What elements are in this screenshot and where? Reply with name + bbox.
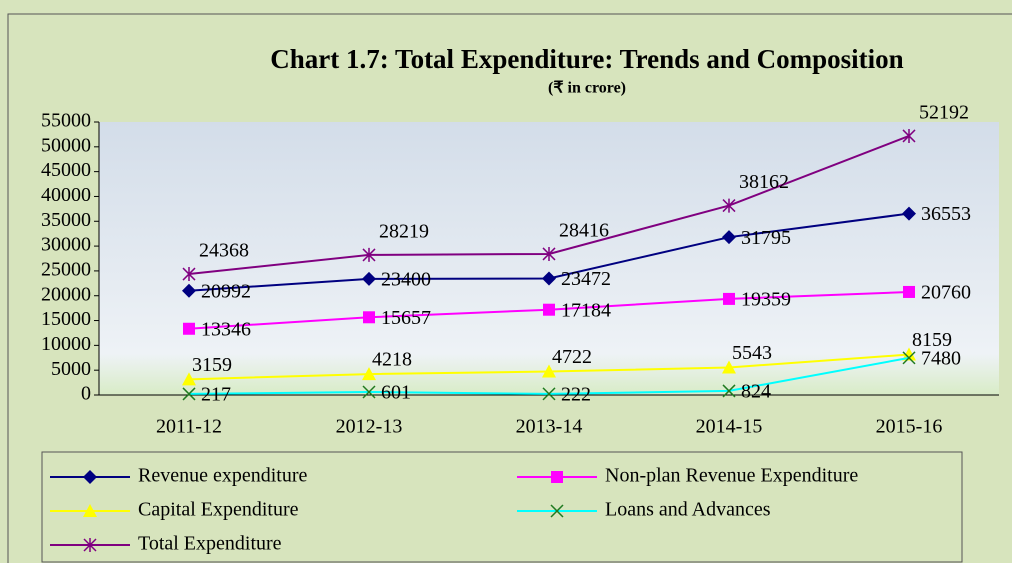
data-point: [543, 303, 555, 316]
data-label: 36553: [921, 203, 971, 225]
data-label: 4722: [552, 346, 592, 368]
data-label: 20760: [921, 282, 971, 304]
x-tick-label: 2012-13: [336, 416, 403, 438]
data-label: 5543: [732, 342, 772, 364]
data-label: 24368: [199, 240, 249, 262]
data-label: 824: [741, 381, 771, 403]
data-label: 7480: [921, 347, 961, 369]
data-point: [363, 311, 375, 324]
y-tick-label: 55000: [41, 110, 91, 132]
data-label: 217: [201, 384, 231, 406]
data-label: 20992: [201, 280, 251, 302]
chart-subtitle: (₹ in crore): [548, 80, 626, 97]
data-point: [902, 128, 916, 143]
data-label: 52192: [919, 102, 969, 124]
legend-label: Capital Expenditure: [138, 499, 299, 521]
y-tick-label: 30000: [41, 234, 91, 256]
legend-marker: [550, 504, 564, 518]
x-tick-label: 2015-16: [876, 416, 943, 438]
data-point: [542, 246, 556, 261]
data-point: [362, 247, 376, 262]
data-point: [542, 271, 556, 286]
data-label: 38162: [739, 171, 789, 193]
x-tick-label: 2014-15: [696, 416, 763, 438]
y-tick-label: 5000: [51, 358, 91, 380]
data-point: [902, 206, 916, 221]
data-label: 28416: [559, 220, 609, 242]
data-label: 23472: [561, 268, 611, 290]
y-tick-label: 10000: [41, 333, 91, 355]
legend-marker: [83, 538, 97, 552]
data-label: 13346: [201, 318, 251, 340]
y-tick-label: 20000: [41, 283, 91, 305]
frame: [7, 13, 1012, 563]
legend-marker: [83, 470, 97, 484]
data-label: 8159: [912, 329, 952, 351]
data-point: [182, 267, 196, 282]
legend-label: Revenue expenditure: [138, 465, 307, 487]
data-point: [723, 292, 735, 305]
data-label: 19359: [741, 289, 791, 311]
legend-marker: [551, 471, 563, 483]
data-point: [542, 364, 556, 378]
data-point: [722, 384, 736, 398]
data-point: [183, 322, 195, 335]
data-label: 23400: [381, 268, 431, 290]
data-point: [722, 230, 736, 245]
legend-marker: [83, 504, 97, 517]
data-point: [182, 387, 196, 401]
legend: [41, 451, 963, 563]
data-label: 222: [561, 383, 591, 405]
data-point: [902, 351, 916, 365]
data-label: 4218: [372, 349, 412, 371]
x-tick-label: 2013-14: [516, 416, 583, 438]
data-point: [362, 367, 376, 381]
x-tick-label: 2011-12: [156, 416, 222, 438]
y-tick-label: 45000: [41, 159, 91, 181]
legend-label: Loans and Advances: [605, 499, 771, 521]
data-label: 28219: [379, 221, 429, 243]
data-point: [362, 385, 376, 399]
y-tick-label: 15000: [41, 308, 91, 330]
y-tick-label: 0: [81, 383, 91, 405]
data-point: [182, 283, 196, 298]
legend-label: Total Expenditure: [138, 533, 282, 555]
data-point: [902, 347, 916, 361]
data-label: 601: [381, 382, 411, 404]
y-tick-label: 50000: [41, 134, 91, 156]
data-point: [182, 372, 196, 386]
y-tick-label: 25000: [41, 259, 91, 281]
data-label: 31795: [741, 227, 791, 249]
data-point: [903, 285, 915, 298]
data-point: [722, 360, 736, 374]
y-tick-label: 40000: [41, 184, 91, 206]
data-point: [362, 271, 376, 286]
chart-title: Chart 1.7: Total Expenditure: Trends and…: [270, 44, 903, 74]
legend-label: Non-plan Revenue Expenditure: [605, 465, 858, 487]
y-tick-label: 35000: [41, 209, 91, 231]
data-point: [722, 198, 736, 213]
data-label: 17184: [561, 299, 611, 321]
data-label: 3159: [192, 354, 232, 376]
data-point: [542, 387, 556, 401]
data-label: 15657: [381, 307, 431, 329]
